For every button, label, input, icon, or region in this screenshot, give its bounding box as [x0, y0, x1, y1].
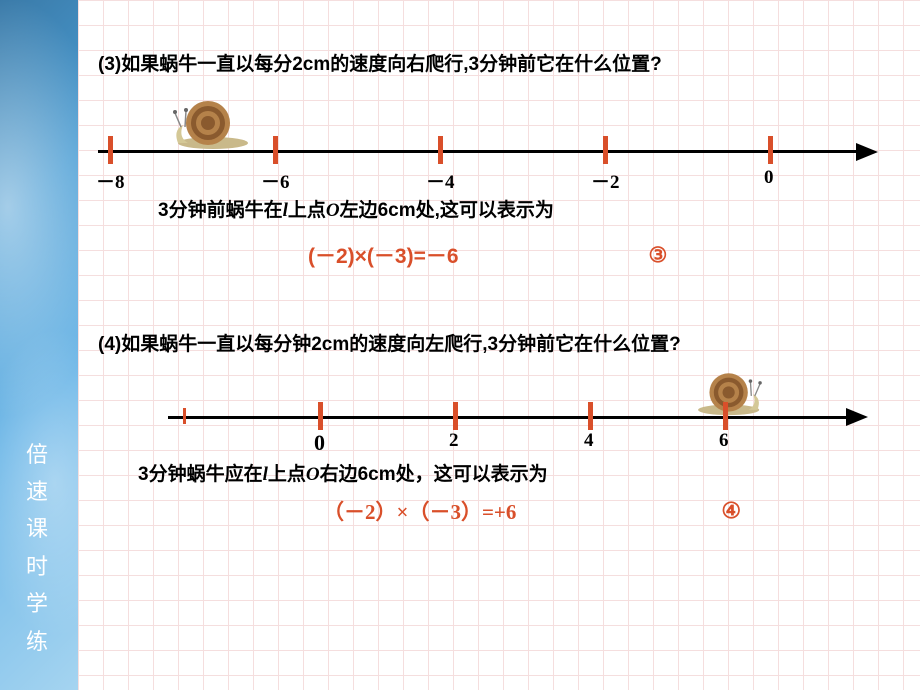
snail-icon — [153, 95, 253, 150]
tick-label: 0 — [314, 430, 325, 456]
numberline-4: 0 2 4 6 — [168, 366, 880, 451]
tick-label: 6 — [719, 430, 729, 452]
tick-label: 4 — [584, 430, 594, 452]
tick-minor — [183, 408, 186, 424]
sidebar: 倍速课时学练 — [0, 0, 78, 690]
axis-line — [168, 416, 846, 419]
tick-label: －4 — [426, 167, 455, 194]
tick-label: 0 — [764, 167, 774, 189]
tick — [588, 402, 593, 430]
description-4: 3分钟蜗牛应在l上点O右边6cm处，这可以表示为 — [138, 459, 880, 486]
tick — [723, 402, 728, 430]
tick-label: －2 — [591, 167, 620, 194]
axis-line — [98, 150, 856, 153]
snail-icon — [688, 368, 778, 416]
arrow-icon — [856, 143, 878, 161]
tick-label: －6 — [261, 167, 290, 194]
tick — [438, 136, 443, 164]
equation-4: （－2）×（－3）=+6 — [323, 496, 516, 526]
tick — [603, 136, 608, 164]
tick — [453, 402, 458, 430]
description-3: 3分钟前蜗牛在l上点O左边6cm处,这可以表示为 — [158, 195, 880, 222]
equation-row-3: (－2)×(－3)=－6 ③ — [98, 240, 880, 270]
sidebar-title: 倍速课时学练 — [26, 436, 48, 660]
circle-4: ④ — [721, 498, 741, 524]
tick — [768, 136, 773, 164]
question-4: (4)如果蜗牛一直以每分钟2cm的速度向左爬行,3分钟前它在什么位置? — [98, 330, 880, 360]
question-3: (3)如果蜗牛一直以每分2cm的速度向右爬行,3分钟前它在什么位置? — [98, 50, 880, 80]
tick — [108, 136, 113, 164]
circle-3: ③ — [649, 243, 668, 268]
tick-label: －8 — [96, 167, 125, 194]
arrow-icon — [846, 408, 868, 426]
equation-row-4: （－2）×（－3）=+6 ④ — [98, 496, 880, 526]
numberline-3: －8 －6 －4 －2 0 — [98, 95, 880, 185]
tick — [273, 136, 278, 164]
equation-3: (－2)×(－3)=－6 — [308, 240, 459, 270]
tick-label: 2 — [449, 430, 459, 452]
slide-content: (3)如果蜗牛一直以每分2cm的速度向右爬行,3分钟前它在什么位置? －8 －6… — [78, 0, 920, 690]
tick — [318, 402, 323, 430]
